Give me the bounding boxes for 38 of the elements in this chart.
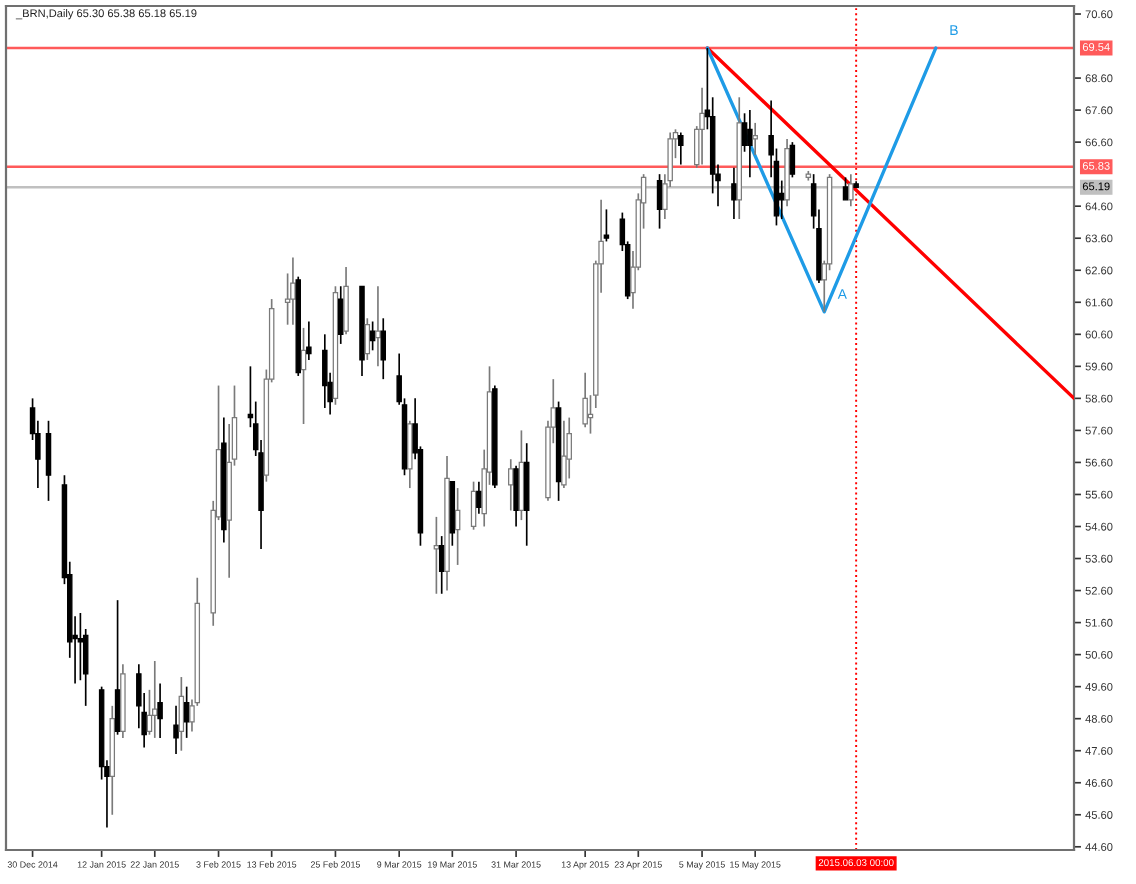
candlestick (476, 480, 482, 515)
candlestick (45, 419, 52, 502)
candlestick (178, 676, 185, 752)
candlestick (603, 208, 610, 243)
candlestick (173, 705, 179, 755)
candlestick (454, 487, 461, 566)
candlestick (369, 320, 376, 352)
candlestick (470, 480, 477, 531)
candlestick (380, 317, 387, 380)
candlestick (438, 535, 445, 595)
candlestick (364, 317, 371, 361)
candlestick (842, 176, 849, 201)
candlestick (157, 682, 163, 739)
candlestick (848, 173, 854, 208)
candlestick (731, 166, 737, 220)
candlestick (561, 419, 567, 489)
candlestick (290, 256, 296, 326)
candlestick (582, 371, 588, 429)
candlestick (656, 173, 663, 230)
candlestick (508, 458, 514, 512)
candlestick (699, 86, 705, 166)
candlestick (789, 141, 796, 179)
candlestick (152, 660, 158, 739)
candlestick (337, 285, 344, 345)
candlestick (300, 327, 307, 425)
candlestick (343, 266, 349, 336)
candlestick (752, 122, 758, 156)
candlestick (566, 416, 572, 480)
candlestick (375, 285, 381, 368)
candlestick (407, 419, 413, 489)
candlestick (747, 109, 753, 179)
candlestick (306, 320, 312, 361)
candlestick (183, 685, 190, 739)
candlestick (322, 333, 328, 409)
candlestick (513, 464, 519, 528)
candlestick (433, 516, 440, 595)
candlestick (114, 599, 121, 736)
candlestick (678, 131, 684, 166)
